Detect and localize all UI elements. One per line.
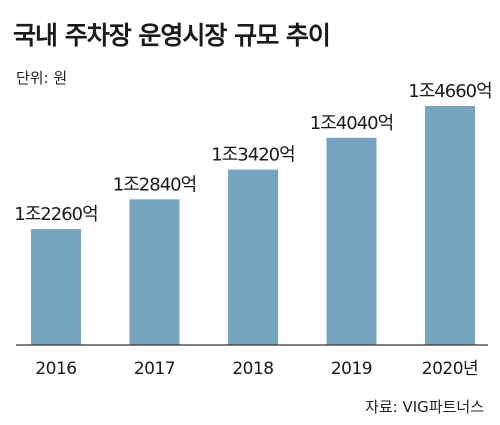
value-label-2018: 1조3420억 [211, 145, 294, 166]
chart-title: 국내 주차장 운영시장 규모 추이 [13, 21, 331, 50]
bar-2016 [31, 229, 81, 345]
bar-2018 [228, 169, 278, 345]
value-label-2017: 1조2840억 [113, 174, 196, 195]
unit-label: 단위: 원 [16, 69, 68, 87]
x-tick-label-2018: 2018 [232, 359, 273, 379]
value-label-2019: 1조4040억 [310, 113, 393, 134]
x-tick-label-2017: 2017 [134, 359, 175, 379]
x-tick-label-2016: 2016 [35, 359, 76, 379]
source-note: 자료: VIG파트너스 [365, 398, 484, 416]
x-tick-label-2019: 2019 [331, 359, 372, 379]
bars-layer [31, 106, 475, 345]
bar-2019 [326, 137, 377, 345]
bar-2020년 [425, 106, 475, 345]
value-label-2016: 1조2260억 [14, 204, 97, 225]
x-tick-label-2020년: 2020년 [422, 359, 478, 379]
bar-2017 [129, 199, 180, 345]
value-label-2020년: 1조4660억 [408, 81, 491, 102]
x-tick-labels-layer: 2016 2017 2018 2019 2020년 [35, 359, 478, 379]
value-labels-layer: 1조2260억 1조2840억 1조3420억 1조4040억 1조4660억 [14, 81, 492, 225]
